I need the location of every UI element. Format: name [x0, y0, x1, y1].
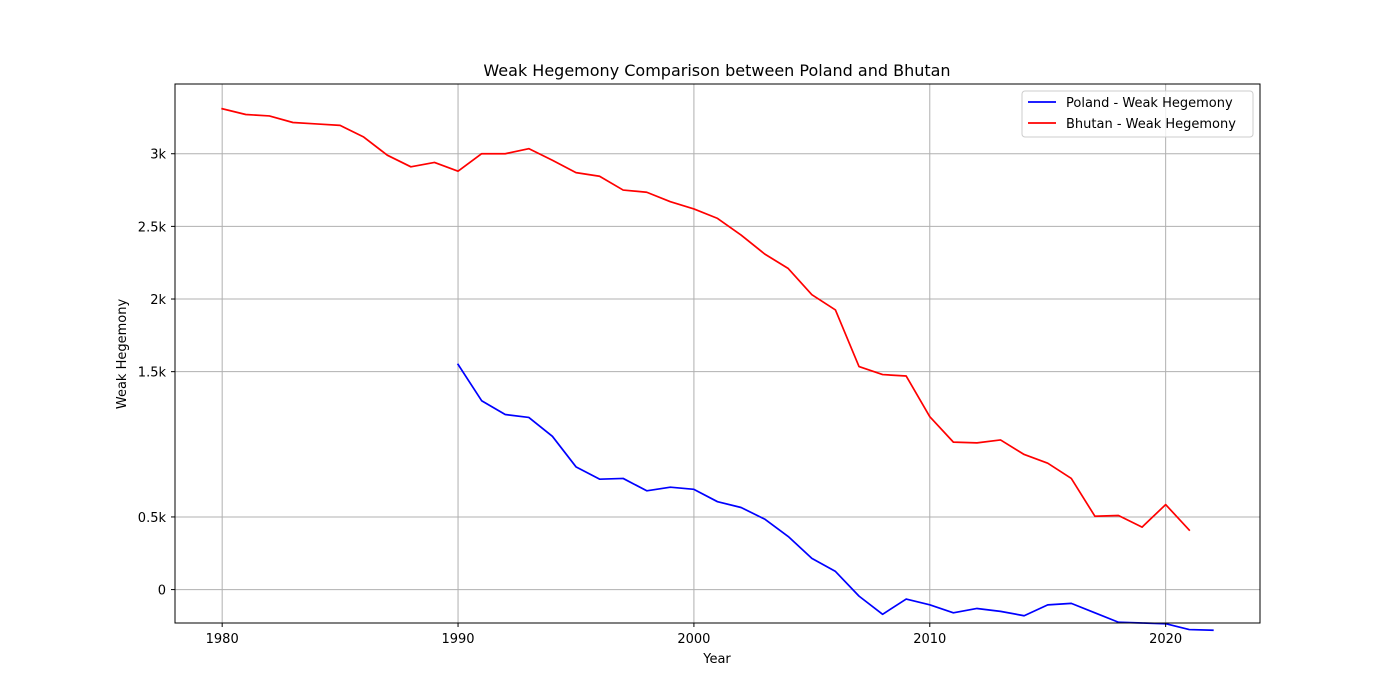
- legend-entry-label: Poland - Weak Hegemony: [1066, 96, 1233, 111]
- x-tick-label: 1990: [441, 632, 474, 647]
- legend-box: [1021, 90, 1254, 138]
- y-tick-label: 1.5k: [138, 366, 167, 381]
- legend-entry-label: Bhutan - Weak Hegemony: [1066, 117, 1236, 132]
- x-tick-label: 1980: [206, 632, 239, 647]
- series-line-bhutan: [221, 107, 1191, 532]
- grid: [175, 84, 1260, 623]
- y-tick-label: 3k: [150, 148, 166, 163]
- series-lines: [221, 107, 1214, 632]
- y-axis-label: Weak Hegemony: [115, 299, 130, 410]
- chart-title: Weak Hegemony Comparison between Poland …: [483, 61, 950, 80]
- x-tick-label: 2020: [1149, 632, 1182, 647]
- x-axis-label: Year: [702, 652, 731, 667]
- x-tick-label: 2010: [913, 632, 946, 647]
- y-tick-label: 2.5k: [138, 220, 167, 235]
- legend: Poland - Weak Hegemony Bhutan - Weak Hege…: [1021, 90, 1254, 138]
- y-tick-label: 0.5k: [138, 511, 167, 526]
- y-tick-label: 0: [158, 584, 166, 599]
- series-line-poland: [456, 363, 1214, 632]
- plot-area-frame: [174, 83, 1261, 624]
- x-axis-ticks: 1980 1990 2000 2010 2020: [206, 623, 1182, 647]
- x-tick-label: 2000: [677, 632, 710, 647]
- y-tick-label: 2k: [150, 293, 166, 308]
- y-axis-ticks: 0 0.5k 1.5k 2k 2.5k 3k: [138, 148, 175, 599]
